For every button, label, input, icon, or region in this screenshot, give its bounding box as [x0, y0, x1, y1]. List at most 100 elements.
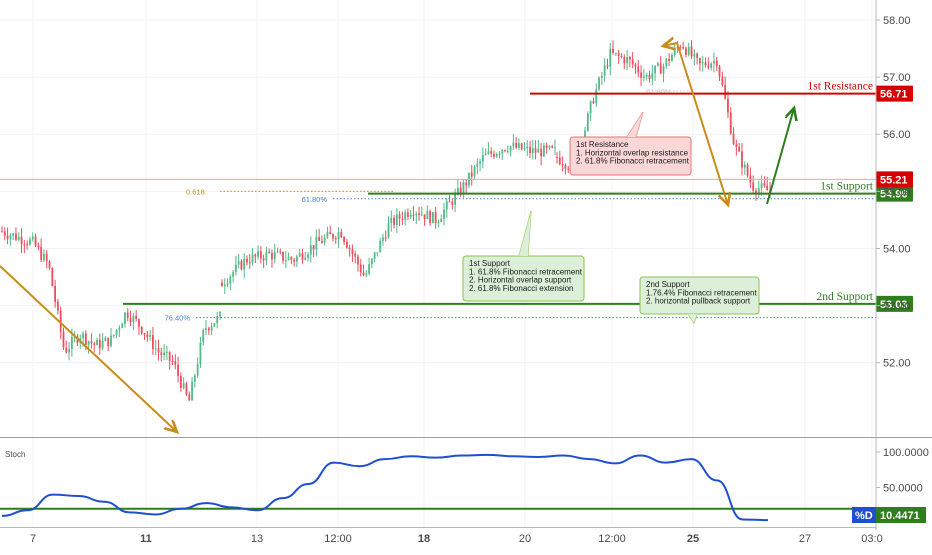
- candle-body: [415, 213, 418, 216]
- candle-body: [665, 58, 668, 67]
- candle-body: [163, 352, 166, 356]
- candle-body: [715, 60, 718, 67]
- candle-body: [121, 323, 124, 328]
- level-label: 1st Support: [820, 181, 874, 193]
- current-price-text: 55.21: [880, 174, 908, 186]
- candle-body: [188, 394, 191, 401]
- candle-body: [34, 236, 37, 246]
- candle-body: [101, 340, 104, 349]
- candle-body: [760, 183, 763, 189]
- candle-body: [174, 361, 177, 365]
- candle-body: [640, 72, 642, 78]
- y-tick-label: 56.00: [883, 129, 911, 141]
- note-line: 2. Horizontal overlap support: [469, 276, 572, 285]
- candle-body: [298, 253, 301, 257]
- candle-body: [440, 218, 443, 222]
- note-line: 1. Horizontal overlap resistance: [576, 148, 689, 157]
- candle-body: [138, 319, 140, 327]
- price-axis[interactable]: 58.00 57.00 56.00 55.00 54.00 53.00 52.00: [876, 15, 911, 370]
- candle-body: [93, 343, 96, 346]
- candle-body: [710, 63, 713, 68]
- candle-body: [589, 101, 592, 114]
- x-tick-label: 20: [519, 533, 531, 545]
- candle-body: [318, 237, 321, 241]
- candle-body: [490, 151, 493, 154]
- candle-body: [752, 182, 755, 191]
- candle-body: [558, 157, 561, 164]
- candle-body: [351, 249, 354, 254]
- level-badge-text: 54.96: [880, 189, 908, 201]
- candle-body: [340, 232, 343, 238]
- candle-body: [271, 252, 273, 260]
- candle-body: [543, 145, 545, 157]
- candle-body: [654, 65, 656, 74]
- note-line: 1.76.4% Fibonacci retracement: [646, 288, 758, 297]
- candle-body: [379, 240, 382, 253]
- candle-body: [232, 272, 234, 277]
- candle-body: [296, 256, 298, 262]
- candle-body: [304, 257, 307, 260]
- candle-body: [648, 74, 651, 79]
- candle-body: [146, 334, 149, 337]
- candle-body: [345, 241, 348, 248]
- candle-body: [326, 232, 329, 238]
- candle-body: [509, 146, 512, 151]
- candle-body: [301, 253, 304, 260]
- x-tick-label: 7: [30, 533, 36, 545]
- candle-body: [135, 315, 138, 320]
- candle-body: [149, 335, 152, 337]
- candle-body: [617, 52, 620, 56]
- candle-body: [606, 65, 609, 67]
- candle-body: [518, 143, 520, 148]
- candle-body: [554, 147, 556, 149]
- candle-body: [70, 337, 73, 349]
- candle-body: [359, 264, 362, 273]
- candle-body: [334, 238, 337, 240]
- candle-body: [735, 144, 738, 147]
- candle-body: [343, 237, 345, 242]
- candle-body: [659, 63, 662, 74]
- candle-body: [202, 330, 205, 343]
- candle-body: [598, 77, 600, 90]
- candle-body: [387, 223, 390, 238]
- candle-body: [707, 65, 710, 68]
- candle-body: [62, 331, 65, 348]
- candle-body: [98, 340, 101, 349]
- candle-body: [196, 364, 199, 376]
- candle-body: [561, 163, 564, 166]
- level-label: 1st Resistance: [808, 81, 873, 93]
- candle-body: [6, 235, 9, 239]
- candle-body: [741, 151, 743, 168]
- candle-body: [755, 190, 757, 193]
- candle-body: [668, 58, 671, 62]
- candle-body: [390, 217, 393, 224]
- time-axis[interactable]: 7 11 13 12:00 18 20 12:00 25 27 03:0: [30, 533, 883, 545]
- candle-body: [567, 168, 570, 170]
- candle-body: [401, 218, 404, 220]
- candle-body: [31, 236, 34, 240]
- candle-body: [481, 155, 484, 162]
- candle-body: [701, 62, 704, 64]
- candle-body: [251, 254, 254, 264]
- candle-body: [221, 282, 223, 287]
- candle-body: [223, 284, 226, 287]
- candle-body: [354, 253, 357, 257]
- candle-body: [757, 188, 760, 193]
- candle-body: [68, 348, 70, 353]
- stoch-value-text: 10.4471: [880, 510, 920, 522]
- fib-label: 61.80%: [302, 195, 328, 204]
- candle-body: [620, 55, 623, 58]
- candle-body: [82, 333, 84, 339]
- fib-label: 76.40%: [165, 314, 191, 323]
- x-tick-label: 25: [687, 533, 699, 545]
- candle-body: [721, 76, 724, 86]
- candle-body: [362, 272, 365, 276]
- candle-body: [551, 146, 554, 148]
- candlestick-series: [1, 40, 771, 401]
- note-line: 1. 61.8% Fibonacci retracement: [469, 267, 583, 276]
- candle-body: [240, 261, 243, 270]
